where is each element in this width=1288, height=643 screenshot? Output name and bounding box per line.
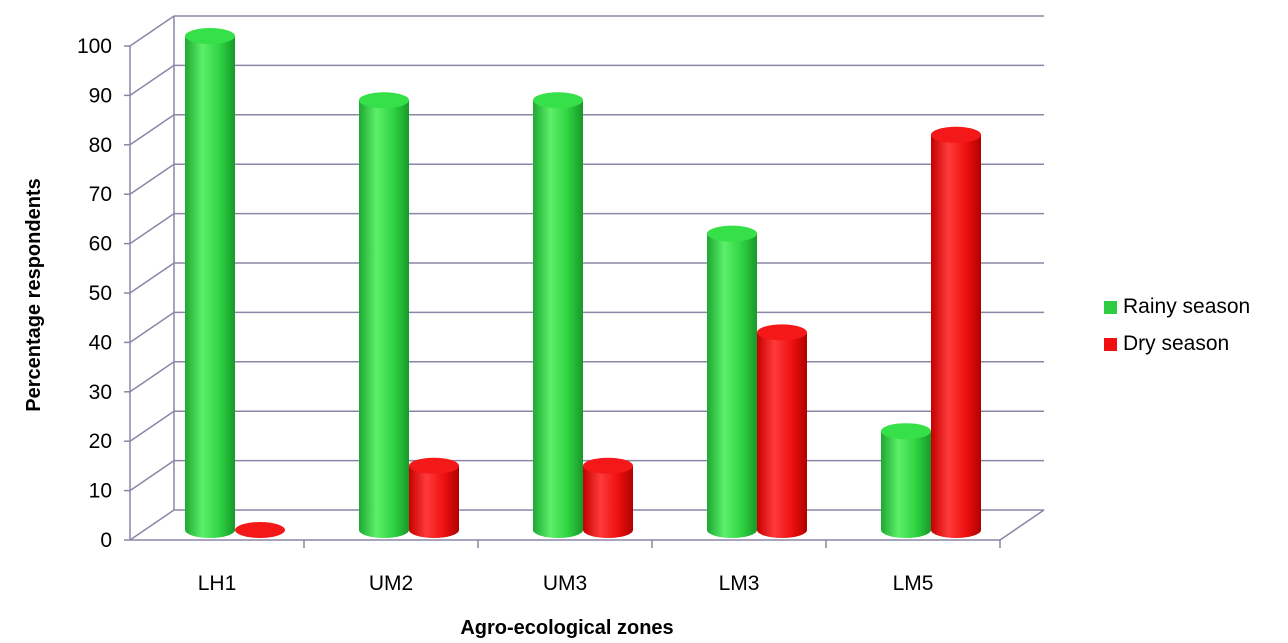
bar-body: [409, 465, 459, 538]
bar-body: [707, 233, 757, 538]
x-tick-label: LM3: [719, 572, 760, 595]
gridline-depth: [129, 509, 175, 541]
bar-body: [931, 134, 981, 539]
y-tick-label: 40: [89, 331, 112, 354]
gridline-depth: [129, 410, 175, 442]
x-tick-label: LM5: [893, 572, 934, 595]
bar-dry-lm3: [757, 324, 807, 538]
bar-rainy-um3: [533, 92, 583, 538]
y-tick-label: 70: [89, 183, 112, 206]
gridline-depth: [129, 64, 175, 97]
bar-top: [359, 92, 409, 109]
x-axis-title: Agro-ecological zones: [460, 617, 673, 639]
bar-top: [185, 28, 235, 44]
bar-body: [757, 332, 807, 538]
bar-rainy-um2: [359, 92, 409, 538]
y-tick-label: 10: [89, 480, 112, 503]
bar-top: [931, 126, 981, 143]
bar-top: [235, 522, 285, 538]
bar-top: [707, 225, 757, 242]
tick-labels: 0 10 20 30 40 50 60 70 80 90 100 LH1 UM2 UM3 LM3 LM5: [77, 35, 933, 595]
bar-dry-um2: [409, 457, 459, 538]
y-axis-title: Percentage respondents: [23, 178, 45, 411]
gridline-depth: [129, 262, 175, 294]
bar-top: [757, 324, 807, 341]
bar-dry-um3: [583, 457, 633, 538]
x-tick-label: UM3: [543, 572, 587, 595]
bar-body: [881, 431, 931, 538]
bars: [185, 28, 981, 539]
bar-top: [583, 457, 633, 474]
axes: [124, 16, 1045, 548]
legend-swatch-rainy: [1104, 300, 1117, 314]
bar-rainy-lm3: [707, 225, 757, 538]
y-tick-label: 30: [89, 381, 112, 404]
bar-rainy-lh1: [185, 28, 235, 538]
gridlines: [129, 15, 1044, 541]
y-tick-label: 50: [89, 282, 112, 305]
y-tick-label: 0: [100, 529, 112, 552]
bar-body: [185, 36, 235, 538]
gridline-depth: [129, 311, 175, 344]
gridline-depth: [129, 114, 175, 146]
floor-edge: [999, 509, 1045, 541]
bar-body: [583, 465, 633, 538]
bar-body: [359, 100, 409, 538]
y-tick-label: 60: [89, 233, 112, 256]
bar-dry-lm5: [931, 126, 981, 539]
bar-body: [533, 100, 583, 538]
bar-top: [533, 92, 583, 109]
x-tick-label: LH1: [198, 572, 237, 595]
bar-top: [409, 457, 459, 474]
legend-label-rainy: Rainy season: [1123, 295, 1251, 318]
y-tick-label: 100: [77, 35, 112, 58]
gridline-depth: [129, 361, 175, 393]
y-tick-label: 80: [89, 134, 112, 157]
legend-swatch-dry: [1104, 337, 1117, 351]
y-tick-label: 90: [89, 84, 112, 107]
bar-top: [881, 423, 931, 440]
legend-label-dry: Dry season: [1123, 332, 1230, 355]
gridline-depth: [129, 459, 175, 492]
bar-dry-lh1: [235, 522, 285, 538]
y-tick-label: 20: [89, 430, 112, 453]
gridline-depth: [129, 212, 175, 245]
legend: Rainy season Dry season: [1104, 292, 1284, 366]
bar-rainy-lm5: [881, 423, 931, 538]
legend-item-rainy: Rainy season: [1104, 292, 1284, 322]
gridline-depth: [129, 163, 175, 195]
legend-item-dry: Dry season: [1104, 329, 1284, 359]
x-tick-label: UM2: [369, 572, 413, 595]
gridline-depth: [129, 15, 175, 47]
